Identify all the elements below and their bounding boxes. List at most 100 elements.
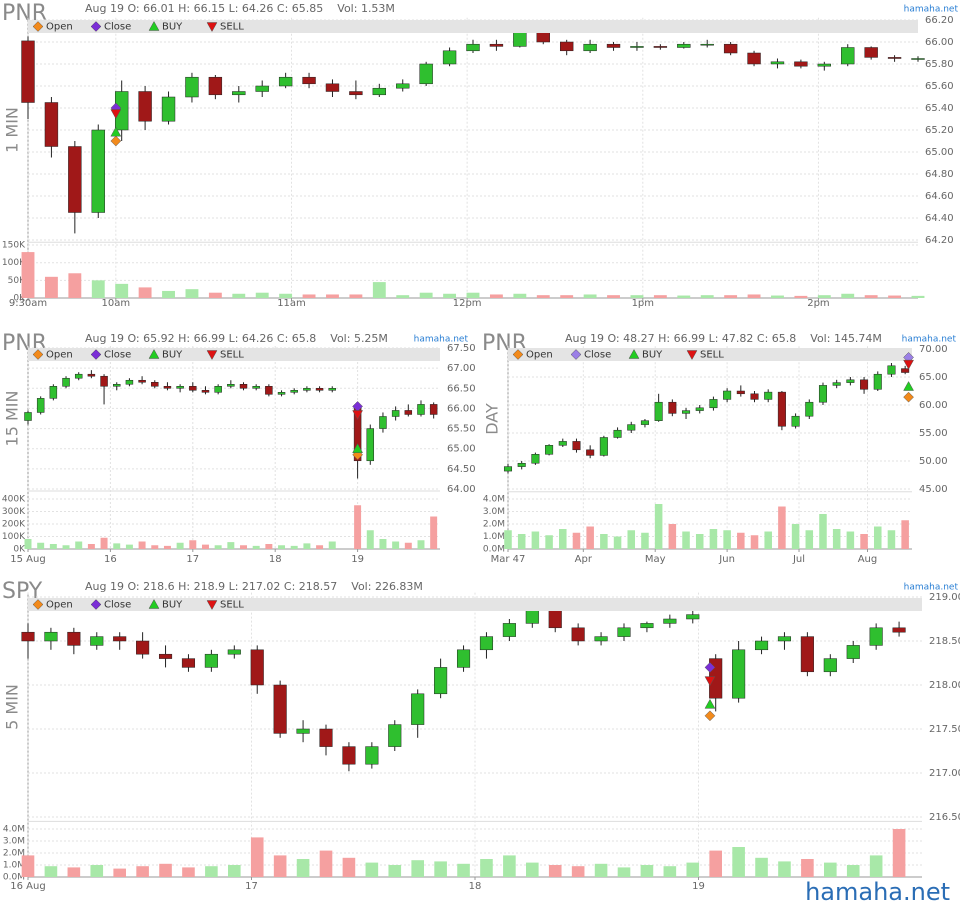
candle-body (594, 636, 608, 642)
volume-tick-label: 2.0M (483, 520, 505, 530)
volume-bar (466, 292, 480, 298)
volume-bar (869, 855, 883, 877)
signal-marker (704, 710, 716, 722)
candle-body (653, 46, 668, 48)
volume-tick-label: 2.0M (3, 849, 25, 859)
candle-body (800, 636, 814, 673)
volume-tick-label: 400K (2, 495, 26, 505)
legend-label: BUY (162, 600, 183, 611)
y-tick-label: 219.00 (929, 592, 960, 603)
volume-bar (396, 295, 410, 298)
volume-bar (887, 530, 896, 549)
candle-body (545, 445, 554, 455)
source: hamaha.net (904, 5, 959, 15)
candle-body (290, 390, 298, 393)
volume-bar (21, 855, 35, 877)
y-tick-label: 64.20 (925, 235, 954, 246)
candle-body (396, 83, 410, 89)
interval-label: 15 MIN (3, 391, 22, 447)
legend-label: SELL (220, 600, 244, 611)
y-tick-label: 66.00 (925, 37, 954, 48)
volume-bar (90, 865, 104, 877)
volume-bar (138, 287, 152, 298)
legend-symbol (32, 599, 44, 610)
candle-body (777, 636, 792, 642)
volume-bar (695, 534, 704, 549)
signal-marker (352, 410, 364, 420)
candle-body (832, 382, 841, 386)
candle-body (571, 627, 585, 642)
volume-bar (185, 289, 199, 298)
candle-body (411, 693, 425, 725)
y-tick-label: 65.00 (919, 372, 948, 383)
volume-bar (801, 859, 814, 877)
candle-body (176, 386, 184, 389)
volume-tick-label: 0K (13, 294, 26, 304)
volume-bar (182, 867, 195, 877)
signal-marker (704, 662, 716, 673)
candle-body (208, 76, 223, 96)
legend-symbol (32, 349, 44, 360)
volume-bar (349, 294, 363, 298)
candle-body (342, 746, 356, 765)
volume-tick-label: 200K (2, 520, 26, 530)
volume-bar (888, 295, 902, 298)
volume-bar (404, 542, 412, 549)
y-tick-label: 217.00 (929, 768, 960, 779)
volume-bar (252, 545, 260, 549)
candle-body (113, 384, 121, 387)
candle-body (250, 649, 264, 686)
x-tick-label: 16 Aug (10, 881, 45, 892)
x-tick-label: Jun (718, 554, 735, 565)
candle-body (846, 379, 855, 383)
volume-bar (379, 539, 387, 549)
volume-bar (265, 544, 273, 549)
candle-body (732, 649, 746, 699)
volume-bar (273, 855, 287, 877)
volume-bar (316, 545, 324, 549)
volume-info: Vol: 145.74M (810, 332, 882, 345)
y-tick-label: 55.00 (919, 428, 948, 439)
legend-symbol (90, 599, 102, 610)
volume-bar (208, 292, 222, 298)
legend-symbol (90, 21, 102, 32)
candle-body (68, 146, 82, 213)
candle-body (873, 373, 882, 390)
candle-body (74, 373, 83, 379)
candle-body (36, 398, 45, 413)
x-tick-label: 17 (186, 554, 199, 565)
legend-label: BUY (162, 350, 183, 361)
y-tick-label: 65.20 (925, 125, 954, 136)
candle-body (794, 61, 808, 67)
candle-body (214, 386, 222, 393)
candle-body (87, 373, 96, 377)
candle-body (138, 91, 152, 122)
candle-body (302, 76, 316, 85)
volume-bar (594, 863, 608, 877)
y-tick-label: 218.00 (929, 680, 960, 691)
candle-body (864, 47, 878, 58)
legend-symbol (206, 350, 218, 361)
volume-info: Vol: 226.83M (351, 580, 423, 593)
volume-bar (513, 293, 527, 298)
volume-tick-label: 4.0M (3, 825, 25, 835)
candle-body (682, 410, 691, 414)
y-tick-label: 217.50 (929, 724, 960, 735)
volume-bar (227, 542, 235, 549)
volume-bar (115, 283, 129, 298)
volume-bar (571, 866, 585, 877)
volume-bar (68, 273, 82, 298)
volume-bar (778, 861, 791, 877)
candle-body (296, 728, 310, 734)
volume-bar (819, 514, 827, 549)
volume-bar (480, 859, 493, 877)
volume-bar (49, 544, 57, 549)
volume-bar (162, 290, 175, 298)
volume-bar (255, 292, 269, 298)
legend-band (28, 598, 922, 611)
signal-marker (704, 676, 716, 687)
signal-marker (110, 109, 122, 120)
volume-bar (489, 294, 503, 298)
volume-bar (302, 294, 316, 298)
candle-body (252, 386, 260, 389)
